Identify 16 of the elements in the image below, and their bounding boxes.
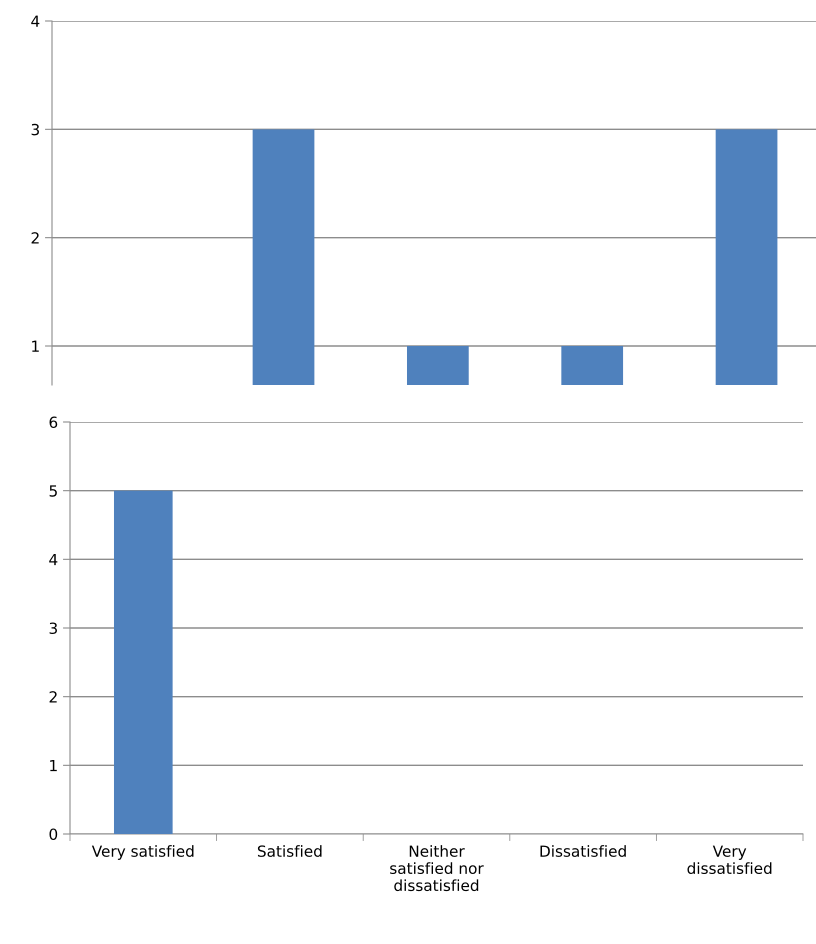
x-tick-label: Neither satisfied nor dissatisfied (390, 845, 484, 892)
y-tick-label: 1 (32, 340, 39, 352)
x-tick-label: Very satisfied (92, 845, 194, 860)
y-tick-label: 3 (50, 622, 57, 634)
x-tick-label: Very dissatisfied (687, 846, 772, 874)
y-tick-label: 5 (50, 485, 57, 497)
x-tick-label: Satisfied (258, 845, 322, 857)
y-tick-label: 2 (32, 232, 39, 244)
y-tick-label: 4 (31, 16, 40, 27)
y-tick-label: 2 (50, 691, 57, 702)
y-tick-label: 3 (32, 124, 39, 136)
y-tick-label: 1 (50, 760, 57, 772)
y-tick-label: 4 (49, 554, 58, 566)
y-tick-label: 6 (50, 416, 58, 428)
y-tick-label: 0 (49, 828, 58, 840)
x-tick-label: Dissatisfied (540, 845, 626, 857)
